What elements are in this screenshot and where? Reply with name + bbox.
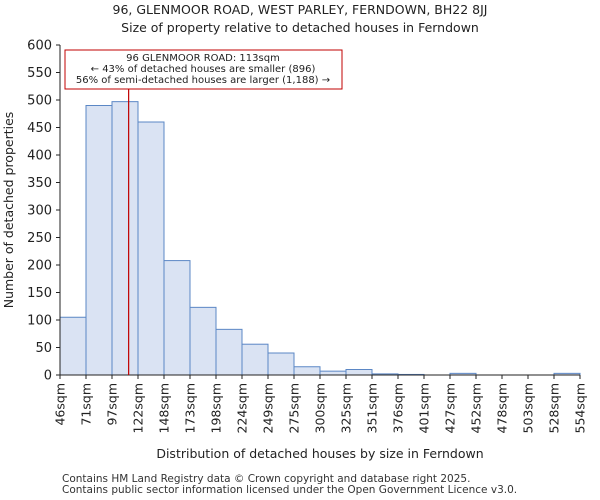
x-tick-label: 528sqm — [547, 383, 562, 433]
x-tick-label: 325sqm — [339, 383, 354, 433]
x-tick-label: 554sqm — [573, 383, 588, 433]
x-tick-label: 122sqm — [131, 383, 146, 433]
bar-148sqm — [163, 260, 191, 376]
chart-subtitle: Size of property relative to detached ho… — [121, 20, 479, 35]
bar-198sqm — [215, 328, 243, 376]
bar-46sqm — [59, 316, 87, 376]
x-tick-label: 173sqm — [183, 383, 198, 433]
x-tick-label: 351sqm — [365, 383, 380, 433]
annotation-border — [64, 49, 343, 90]
bar-173sqm — [189, 306, 217, 376]
annotation-line-3: 56% of semi-detached houses are larger (… — [76, 75, 330, 86]
bar-71sqm — [85, 105, 113, 376]
y-tick-label: 500 — [27, 94, 52, 109]
bar-224sqm — [241, 343, 269, 376]
y-tick-label: 50 — [35, 341, 52, 356]
x-tick-label: 198sqm — [209, 383, 224, 433]
x-tick-label: 503sqm — [521, 383, 536, 433]
x-tick-label: 401sqm — [417, 383, 432, 433]
bar-249sqm — [267, 352, 295, 376]
bars-group — [59, 101, 581, 376]
x-tick-label: 452sqm — [469, 383, 484, 433]
y-tick-label: 100 — [27, 314, 52, 329]
footer-line-1: Contains HM Land Registry data © Crown c… — [62, 473, 471, 485]
x-tick-label: 376sqm — [391, 383, 406, 433]
y-tick-label: 0 — [44, 369, 52, 384]
x-tick-label: 224sqm — [235, 383, 250, 433]
y-axis-label: Number of detached properties — [1, 112, 16, 309]
bar-275sqm — [293, 366, 321, 376]
y-tick-label: 250 — [27, 231, 52, 246]
y-tick-label: 400 — [27, 149, 52, 164]
x-tick-label: 71sqm — [79, 383, 94, 426]
x-tick-label: 249sqm — [261, 383, 276, 433]
bar-300sqm — [319, 370, 347, 376]
histogram-chart: 0 50 100 150 200 250 300 350 400 450 500 550 600 46s… — [1, 39, 588, 462]
x-tick-label: 46sqm — [53, 383, 68, 426]
y-tick-label: 600 — [27, 39, 52, 54]
x-tick-label: 300sqm — [313, 383, 328, 433]
annotation-box: 96 GLENMOOR ROAD: 113sqm ← 43% of detach… — [64, 49, 343, 90]
bar-97sqm — [111, 101, 139, 376]
footer-line-2: Contains public sector information licen… — [62, 484, 518, 496]
y-tick-label: 450 — [27, 121, 52, 136]
annotation-line-2: ← 43% of detached houses are smaller (89… — [91, 64, 316, 75]
bar-325sqm — [345, 369, 373, 376]
chart-title: 96, GLENMOOR ROAD, WEST PARLEY, FERNDOWN… — [112, 2, 488, 17]
x-tick-label: 97sqm — [105, 383, 120, 426]
annotation-line-1: 96 GLENMOOR ROAD: 113sqm — [126, 53, 280, 64]
y-axis: 0 50 100 150 200 250 300 350 400 450 500 550 600 — [27, 39, 61, 384]
bar-122sqm — [137, 121, 165, 376]
y-tick-label: 350 — [27, 176, 52, 191]
x-tick-label: 275sqm — [287, 383, 302, 433]
y-tick-label: 150 — [27, 286, 52, 301]
x-tick-label: 427sqm — [443, 383, 458, 433]
x-axis-label: Distribution of detached houses by size … — [156, 446, 483, 461]
x-tick-label: 148sqm — [157, 383, 172, 433]
y-tick-label: 200 — [27, 259, 52, 274]
y-tick-label: 300 — [27, 204, 52, 219]
y-tick-label: 550 — [27, 66, 52, 81]
x-tick-label: 478sqm — [495, 383, 510, 433]
x-axis: 46sqm 71sqm 97sqm 122sqm 148sqm 173sqm 198sqm 2… — [53, 374, 588, 433]
